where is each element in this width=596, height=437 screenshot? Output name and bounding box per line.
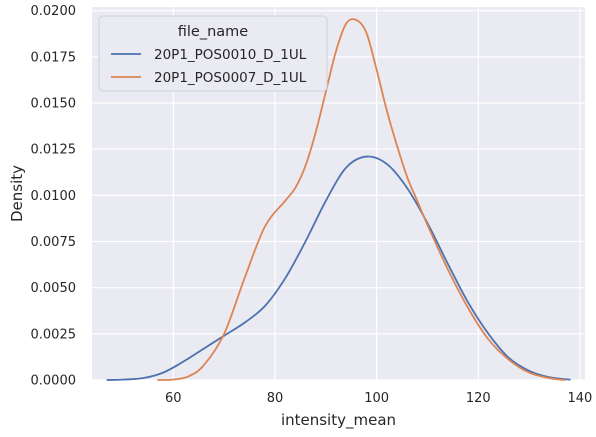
- x-tick-label: 60: [165, 391, 182, 406]
- x-tick-labels: 60 80 100 120 140: [165, 391, 592, 406]
- y-tick-label: 0.0025: [31, 327, 77, 342]
- y-tick-label: 0.0000: [31, 374, 77, 389]
- legend-box: [98, 15, 328, 92]
- y-axis-title: Density: [8, 165, 26, 222]
- y-tick-label: 0.0150: [31, 97, 77, 112]
- series-lines: [106, 18, 571, 381]
- y-tick-label: 0.0100: [31, 189, 77, 204]
- x-tick-label: 80: [267, 391, 284, 406]
- y-tick-label: 0.0075: [31, 235, 77, 250]
- y-tick-label: 0.0125: [31, 143, 77, 158]
- legend: file_name 20P1_POS0010_D_1UL 20P1_POS0007…: [98, 15, 328, 92]
- legend-title: file_name: [178, 24, 249, 40]
- x-tick-label: 100: [364, 391, 389, 406]
- legend-label-2: 20P1_POS0007_D_1UL: [154, 70, 307, 86]
- y-gridlines: [92, 10, 585, 381]
- x-axis-title: intensity_mean: [281, 411, 396, 430]
- y-tick-label: 0.0175: [31, 50, 77, 65]
- legend-label-1: 20P1_POS0010_D_1UL: [154, 47, 307, 63]
- x-tick-label: 120: [466, 391, 491, 406]
- x-tick-label: 140: [568, 391, 593, 406]
- series-line-1: [106, 155, 571, 381]
- y-tick-label: 0.0050: [31, 281, 77, 296]
- y-tick-label: 0.0200: [31, 4, 77, 19]
- series-line-2: [157, 18, 566, 381]
- legend-items: 20P1_POS0010_D_1UL 20P1_POS0007_D_1UL: [111, 47, 307, 86]
- y-tick-labels: 0.0000 0.0025 0.0050 0.0075 0.0100 0.0125 0.01…: [31, 4, 77, 388]
